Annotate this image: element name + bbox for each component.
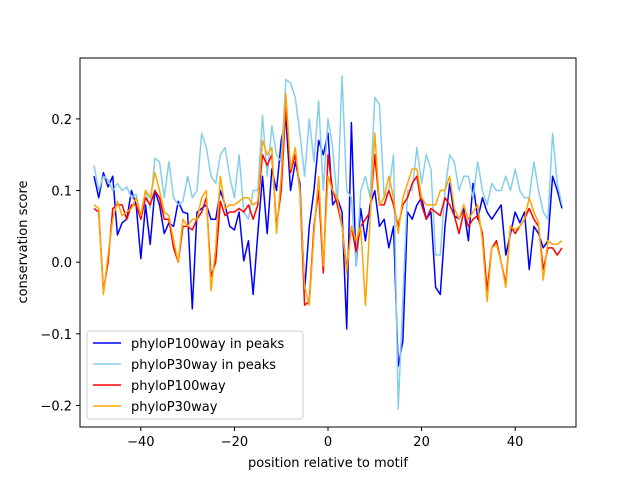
y-tick-label: −0.2 <box>40 400 72 415</box>
x-tick-label: −40 <box>127 435 154 450</box>
series-layer <box>93 75 563 410</box>
x-tick-label: 0 <box>324 435 332 450</box>
x-axis-label: position relative to motif <box>248 456 408 471</box>
x-tick-label: −20 <box>221 435 248 450</box>
y-tick-label: 0.0 <box>51 256 72 271</box>
x-axis: −40 −20 0 20 40 <box>127 427 523 450</box>
y-axis-label: conservation score <box>16 180 31 303</box>
series-line-0 <box>93 118 563 367</box>
x-tick-label: 40 <box>507 435 524 450</box>
legend-label: phyloP100way in peaks <box>131 337 285 352</box>
legend-label: phyloP30way <box>131 400 218 415</box>
series-line-1 <box>93 75 563 410</box>
legend-box <box>86 330 304 420</box>
series-line-3 <box>93 93 563 306</box>
y-tick-label: 0.2 <box>51 113 72 128</box>
legend: phyloP100way in peaks phyloP30way in peak… <box>86 330 304 420</box>
y-tick-label: 0.1 <box>51 185 72 200</box>
y-axis: −0.2 −0.1 0.0 0.1 0.2 <box>40 113 80 415</box>
legend-label: phyloP30way in peaks <box>131 358 276 373</box>
y-tick-label: −0.1 <box>40 328 72 343</box>
legend-label: phyloP100way <box>131 379 226 394</box>
x-tick-label: 20 <box>413 435 430 450</box>
